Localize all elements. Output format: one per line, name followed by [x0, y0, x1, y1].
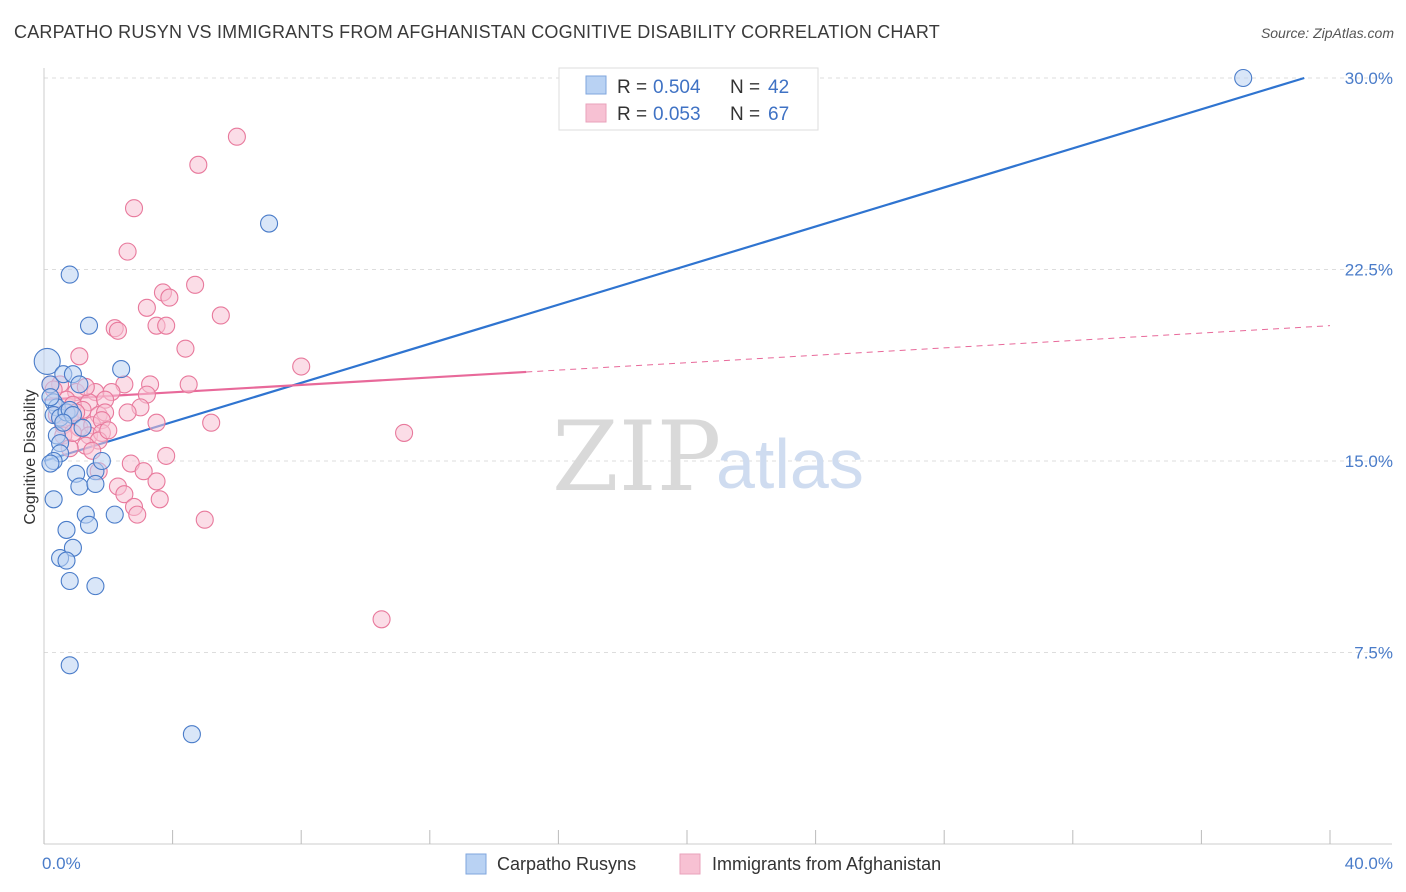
point-afghanistan-14 [70, 347, 89, 366]
point-afghanistan-41 [202, 413, 221, 432]
point-carpatho-19 [92, 451, 111, 471]
point-carpatho-0 [33, 347, 61, 375]
point-carpatho-24 [79, 515, 99, 534]
point-carpatho-26 [105, 505, 124, 524]
gridlines [44, 77, 1392, 653]
point-carpatho-40 [54, 413, 73, 432]
point-carpatho-37 [259, 214, 279, 233]
point-afghanistan-0 [227, 127, 246, 146]
data-points [33, 68, 1253, 744]
legend-n-value-1: 42 [768, 77, 789, 98]
point-afghanistan-13 [176, 339, 195, 358]
point-afghanistan-1 [189, 155, 208, 174]
point-afghanistan-3 [118, 242, 137, 261]
point-afghanistan-20 [179, 375, 198, 394]
legend-n-label-1: N = [730, 77, 760, 98]
y-tick-label-22.5: 22.5% [1345, 261, 1393, 280]
series-legend-swatch-pink [679, 853, 701, 875]
point-afghanistan-4 [186, 275, 205, 294]
y-tick-label-7.5: 7.5% [1354, 644, 1393, 663]
point-carpatho-38 [1234, 68, 1253, 88]
point-carpatho-39 [41, 388, 60, 407]
watermark-zip: ZIP [552, 401, 721, 513]
point-carpatho-21 [86, 474, 105, 494]
point-afghanistan-6 [160, 288, 179, 307]
legend-r-label-1: R = [617, 77, 647, 98]
point-carpatho-20 [70, 477, 89, 496]
x-axis-ticks [43, 830, 1331, 844]
series-legend-swatch-blue [465, 853, 487, 875]
chart-title: CARPATHO RUSYN VS IMMIGRANTS FROM AFGHAN… [14, 22, 940, 42]
point-carpatho-31 [86, 577, 105, 596]
series-legend: Carpatho Rusyns Immigrants from Afghanis… [465, 853, 941, 875]
point-carpatho-16 [41, 454, 60, 473]
point-afghanistan-56 [150, 490, 169, 509]
point-afghanistan-10 [157, 316, 176, 335]
trend-line-afghanistan-dashed [526, 325, 1331, 373]
point-afghanistan-35 [118, 403, 137, 422]
point-carpatho-22 [44, 490, 63, 509]
point-afghanistan-60 [395, 423, 414, 442]
point-carpatho-35 [79, 316, 99, 335]
legend-r-value-1: 0.504 [653, 77, 701, 98]
legend-n-value-2: 67 [768, 104, 789, 125]
point-carpatho-41 [73, 418, 92, 437]
source-credit: Source: ZipAtlas.com [1260, 25, 1394, 41]
x-tick-label-min: 0.0% [42, 854, 81, 873]
y-tick-label-30: 30.0% [1345, 69, 1393, 88]
y-tick-label-15: 15.0% [1345, 452, 1393, 471]
point-afghanistan-53 [147, 472, 166, 491]
point-afghanistan-40 [147, 413, 166, 432]
y-axis-title: Cognitive Disability [22, 389, 39, 524]
point-carpatho-25 [57, 520, 76, 539]
trend-line-carpatho [43, 76, 1305, 463]
point-afghanistan-58 [128, 505, 147, 524]
point-afghanistan-49 [157, 446, 176, 465]
point-afghanistan-15 [292, 357, 311, 376]
legend-swatch-pink [585, 103, 607, 123]
legend-swatch-blue [585, 75, 607, 95]
watermark-atlas: atlas [716, 425, 864, 503]
point-afghanistan-59 [195, 510, 214, 529]
point-afghanistan-8 [211, 306, 230, 325]
point-afghanistan-2 [124, 199, 144, 218]
point-carpatho-32 [60, 656, 79, 675]
series-legend-label-carpatho: Carpatho Rusyns [497, 854, 636, 874]
trend-lines [43, 76, 1331, 463]
point-afghanistan-12 [108, 321, 127, 340]
point-carpatho-30 [60, 571, 79, 591]
point-carpatho-11 [70, 375, 89, 394]
axes [43, 68, 1392, 845]
x-tick-label-max: 40.0% [1345, 854, 1393, 873]
series-legend-label-afghanistan: Immigrants from Afghanistan [712, 854, 941, 874]
stats-legend: R = 0.504 N = 42 R = 0.053 N = 67 [558, 67, 819, 131]
point-carpatho-34 [60, 265, 79, 284]
legend-r-value-2: 0.053 [653, 104, 701, 125]
trend-line-afghanistan [43, 370, 527, 401]
legend-r-label-2: R = [617, 104, 647, 125]
point-carpatho-36 [112, 360, 131, 379]
point-carpatho-29 [57, 551, 76, 570]
point-carpatho-33 [182, 725, 201, 744]
point-afghanistan-7 [137, 298, 156, 317]
point-afghanistan-51 [134, 462, 153, 481]
point-afghanistan-61 [372, 610, 391, 629]
point-afghanistan-64 [99, 421, 118, 440]
y-axis-tick-labels: 7.5% 15.0% 22.5% 30.0% [1345, 69, 1393, 663]
legend-n-label-2: N = [730, 104, 760, 125]
point-afghanistan-55 [115, 485, 134, 504]
